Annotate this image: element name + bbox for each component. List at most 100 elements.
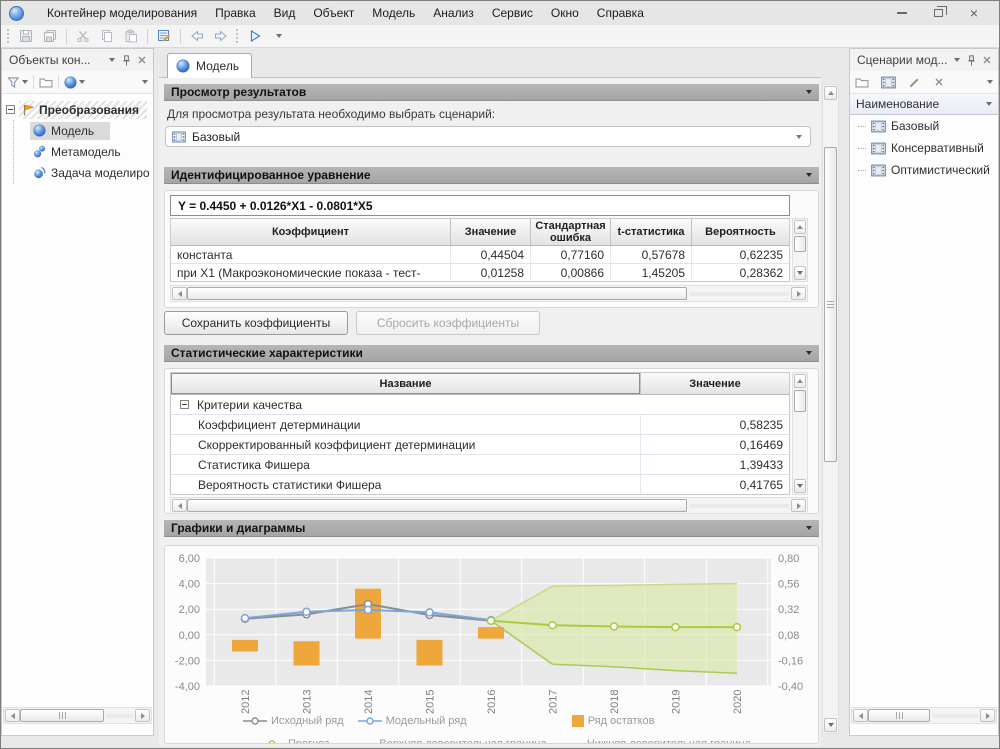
section-header-results[interactable]: Просмотр результатов	[164, 84, 819, 101]
toolbar-grip[interactable]	[236, 29, 240, 43]
scroll-thumb[interactable]	[794, 390, 806, 412]
delete-scenario-button[interactable]	[931, 73, 947, 92]
folder-button[interactable]	[37, 73, 55, 92]
back-button[interactable]	[185, 26, 209, 46]
scroll-thumb[interactable]	[794, 236, 806, 252]
column-header-probability[interactable]: Вероятность	[692, 219, 789, 245]
scenario-item-conservative[interactable]: Консервативный	[850, 137, 998, 159]
copy-button[interactable]	[95, 26, 119, 46]
pin-button[interactable]	[964, 53, 979, 68]
scroll-up-button[interactable]	[794, 374, 806, 388]
table-row[interactable]: константа 0,44504 0,77160 0,57678 0,6223…	[171, 246, 789, 264]
scenario-item-optimistic[interactable]: Оптимистический	[850, 159, 998, 181]
collapse-expander-icon[interactable]	[180, 400, 189, 409]
menu-item-model[interactable]: Модель	[363, 1, 424, 25]
filter-button[interactable]	[5, 73, 30, 92]
save-button[interactable]	[14, 26, 38, 46]
menu-item-analysis[interactable]: Анализ	[424, 1, 483, 25]
edit-properties-button[interactable]	[152, 26, 176, 46]
column-header-value[interactable]: Значение	[451, 219, 531, 245]
run-button[interactable]	[243, 26, 267, 46]
menu-item-edit[interactable]: Правка	[206, 1, 265, 25]
collapse-arrow-icon[interactable]	[806, 90, 812, 94]
equation-field[interactable]: Y = 0.4450 + 0.0126*X1 - 0.0801*X5	[170, 195, 790, 216]
tree-item-model[interactable]: Модель	[2, 120, 153, 141]
name-column-header[interactable]: Наименование	[850, 94, 998, 115]
tree-item-transformations[interactable]: Преобразования	[2, 99, 153, 120]
add-scenario-button[interactable]	[879, 73, 898, 92]
scroll-thumb[interactable]	[824, 147, 837, 462]
pin-button[interactable]	[119, 53, 134, 68]
table-row[interactable]: Вероятность статистики Фишера 0,41765	[171, 475, 789, 495]
restore-button[interactable]	[925, 4, 951, 22]
save-coefficients-button[interactable]: Сохранить коэффициенты	[164, 311, 348, 335]
tree-item-modeling-task[interactable]: Задача моделиро	[2, 162, 153, 183]
scenario-item-base[interactable]: Базовый	[850, 115, 998, 137]
section-header-equation[interactable]: Идентифицированное уравнение	[164, 167, 819, 184]
scroll-thumb[interactable]	[20, 709, 104, 722]
reset-coefficients-button[interactable]: Сбросить коэффициенты	[356, 311, 540, 335]
panel-menu-button[interactable]	[949, 53, 964, 68]
scroll-track[interactable]	[932, 714, 978, 718]
table-row[interactable]: Статистика Фишера 1,39433	[171, 455, 789, 475]
object-type-button[interactable]	[62, 73, 87, 92]
edit-scenario-button[interactable]	[906, 73, 923, 92]
column-header-coefficient[interactable]: Коэффициент	[171, 219, 451, 245]
scroll-up-button[interactable]	[794, 220, 806, 234]
scroll-left-button[interactable]	[853, 709, 868, 722]
scroll-down-button[interactable]	[794, 479, 806, 493]
collapse-arrow-icon[interactable]	[806, 351, 812, 355]
collapse-arrow-icon[interactable]	[806, 526, 812, 530]
menu-item-window[interactable]: Окно	[542, 1, 588, 25]
toolbar-grip[interactable]	[7, 29, 11, 43]
section-header-statistics[interactable]: Статистические характеристики	[164, 345, 819, 362]
tab-model[interactable]: Модель	[167, 53, 252, 78]
column-header-name[interactable]: Название	[171, 373, 641, 394]
collapse-expander-icon[interactable]	[6, 105, 15, 114]
panel-menu-button[interactable]	[104, 53, 119, 68]
table-row[interactable]: Коэффициент детерминации 0,58235	[171, 415, 789, 435]
panel-close-button[interactable]	[979, 53, 994, 68]
scroll-left-button[interactable]	[5, 709, 20, 722]
scroll-right-button[interactable]	[980, 709, 995, 722]
group-row-quality-criteria[interactable]: Критерии качества	[171, 395, 789, 415]
scroll-track[interactable]	[106, 714, 133, 718]
menu-item-modeling-container[interactable]: Контейнер моделирования	[38, 1, 206, 25]
column-header-value[interactable]: Значение	[641, 373, 789, 394]
scroll-down-button[interactable]	[824, 718, 837, 732]
scroll-track[interactable]	[689, 504, 789, 508]
scroll-up-button[interactable]	[824, 86, 837, 100]
folder-button[interactable]	[853, 73, 871, 92]
tree-item-metamodel[interactable]: Метамодель	[2, 141, 153, 162]
scroll-left-button[interactable]	[172, 287, 187, 300]
menu-item-view[interactable]: Вид	[265, 1, 305, 25]
toolbar-overflow-button[interactable]	[140, 73, 150, 92]
close-button[interactable]: ×	[961, 4, 987, 22]
scroll-right-button[interactable]	[791, 499, 806, 512]
scroll-left-button[interactable]	[172, 499, 187, 512]
paste-button[interactable]	[119, 26, 143, 46]
menu-item-help[interactable]: Справка	[588, 1, 653, 25]
scenario-select[interactable]: Базовый	[165, 126, 811, 147]
scroll-thumb[interactable]	[187, 499, 687, 512]
menu-item-service[interactable]: Сервис	[483, 1, 542, 25]
toolbar-overflow-button[interactable]	[985, 73, 995, 92]
cut-button[interactable]	[71, 26, 95, 46]
column-header-t-statistic[interactable]: t-статистика	[611, 219, 692, 245]
forward-button[interactable]	[209, 26, 233, 46]
scroll-thumb[interactable]	[868, 709, 930, 722]
section-header-charts[interactable]: Графики и диаграммы	[164, 520, 819, 537]
column-header-std-error[interactable]: Стандартная ошибка	[531, 219, 611, 245]
menu-item-object[interactable]: Объект	[304, 1, 363, 25]
collapse-arrow-icon[interactable]	[806, 173, 812, 177]
table-row[interactable]: при X1 (Макроэкономические показа - тест…	[171, 264, 789, 282]
scroll-right-button[interactable]	[791, 287, 806, 300]
run-dropdown[interactable]	[267, 26, 291, 46]
table-row[interactable]: Скорректированный коэффициент детерминац…	[171, 435, 789, 455]
scroll-down-button[interactable]	[794, 266, 806, 280]
minimize-button[interactable]	[889, 4, 915, 22]
save-all-button[interactable]	[38, 26, 62, 46]
scroll-right-button[interactable]	[135, 709, 150, 722]
scroll-thumb[interactable]	[187, 287, 687, 300]
panel-close-button[interactable]	[134, 53, 149, 68]
